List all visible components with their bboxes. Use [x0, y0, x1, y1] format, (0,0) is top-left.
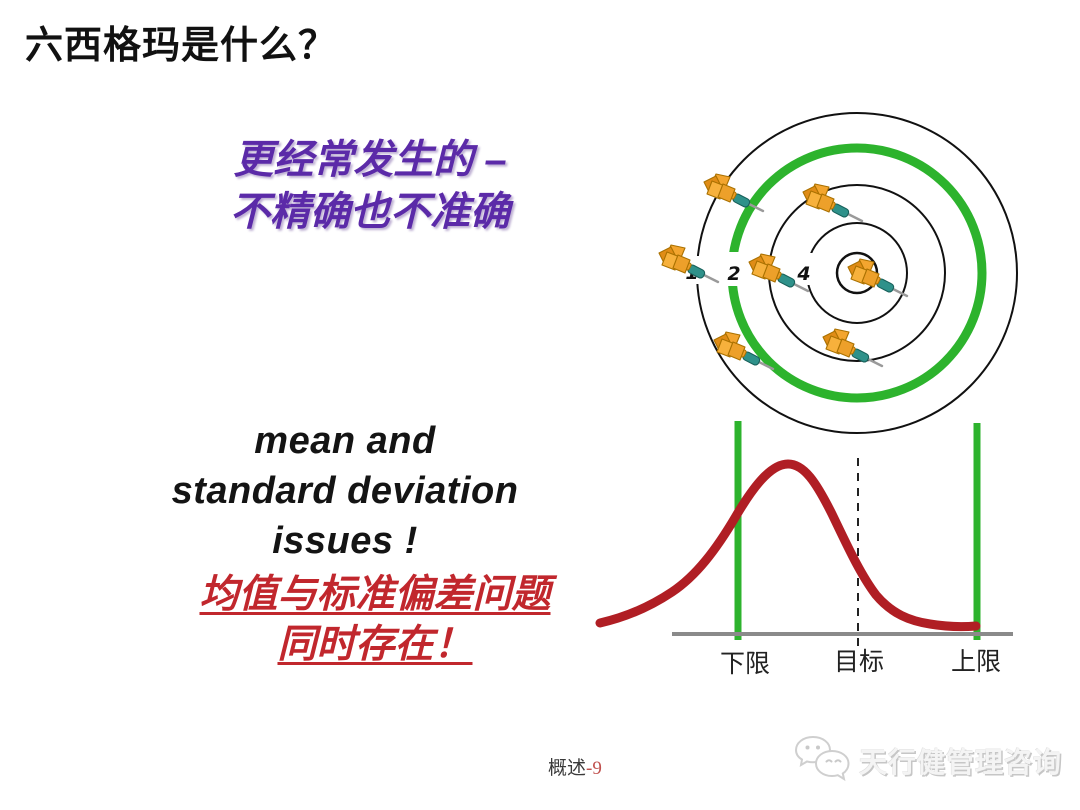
purple-note-line1: 更经常发生的 – [233, 138, 507, 182]
page-title: 六西格玛是什么？ [25, 25, 338, 67]
distribution-chart [595, 421, 1013, 648]
ring-label-4: 4 [796, 263, 810, 285]
dart-icon [846, 257, 909, 298]
bell-curve [595, 459, 981, 632]
red-note: 均值与标准偏差问题 同时存在！ [140, 570, 610, 670]
red-note-line1: 均值与标准偏差问题 [199, 573, 551, 616]
target-diagram: 1 2 4 [657, 112, 1018, 434]
purple-note-line2: 不精确也不准确 [230, 190, 510, 234]
red-note-line2: 同时存在！ [277, 622, 473, 666]
upper-limit-label: 上限 [950, 649, 1002, 676]
footer-page-number: -9 [586, 758, 602, 779]
purple-note: 更经常发生的 – 不精确也不准确 [160, 134, 580, 238]
english-note-line1: mean and [254, 420, 436, 462]
english-note: mean and standard deviation issues ! [90, 416, 600, 566]
ring-label-2: 2 [727, 263, 740, 285]
footer-section-label: 概述 [548, 758, 587, 779]
page-footer: 概述-9 [548, 753, 602, 780]
english-note-line3: issues ! [272, 520, 418, 563]
watermark: 天行健管理咨询 [793, 734, 1062, 788]
lower-limit-label: 下限 [719, 651, 771, 678]
english-note-line2: standard deviation [171, 470, 519, 513]
dart-icon [801, 182, 864, 223]
target-label: 目标 [833, 649, 885, 676]
wechat-logo-icon [794, 735, 850, 782]
watermark-text: 天行健管理咨询 [859, 747, 1063, 778]
